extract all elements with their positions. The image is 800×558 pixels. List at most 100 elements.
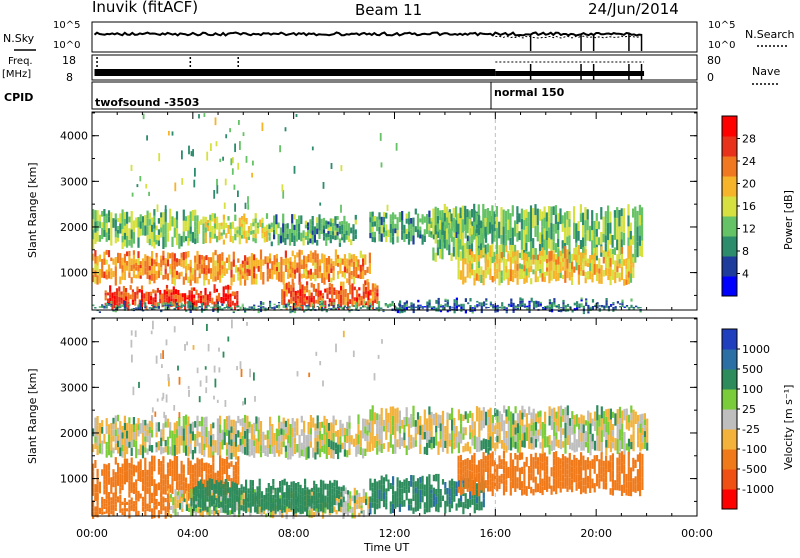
echo-cell [269, 274, 271, 279]
echo-cell [589, 445, 591, 456]
echo-cell [330, 235, 332, 239]
echo-cell [249, 445, 251, 451]
echo-cell [598, 439, 600, 451]
echo-cell [268, 483, 270, 488]
echo-cell [360, 447, 362, 455]
echo-cell [137, 430, 139, 436]
echo-cell [327, 490, 329, 496]
echo-cell [117, 234, 119, 238]
echo-cell [357, 434, 359, 444]
echo-cell [492, 305, 494, 306]
echo-cell [167, 259, 169, 266]
echo-cell [345, 301, 347, 305]
echo-cell [544, 277, 546, 282]
echo-cell [124, 233, 126, 240]
echo-cell [549, 307, 551, 310]
echo-cell [489, 211, 491, 222]
echo-cell [334, 226, 336, 231]
cpid-segment-1: twofsound -3503 [95, 96, 199, 109]
echo-cell [544, 436, 546, 448]
echo-cell [528, 222, 530, 232]
echo-cell [126, 446, 128, 454]
echo-cell [507, 269, 509, 277]
echo-cell [332, 219, 334, 223]
echo-cell [321, 229, 323, 234]
echo-cell [302, 497, 304, 506]
echo-cell [97, 477, 99, 485]
echo-cell [499, 433, 501, 444]
echo-cell [397, 310, 399, 313]
echo-cell [277, 500, 279, 506]
echo-cell [115, 219, 117, 225]
echo-cell [303, 230, 305, 238]
echo-cell [464, 258, 466, 264]
echo-cell [310, 269, 312, 275]
echo-cell [140, 275, 142, 279]
echo-cell [324, 301, 326, 305]
echo-cell [549, 435, 551, 445]
echo-cell [630, 420, 632, 427]
echo-cell [634, 249, 636, 263]
echo-cell [280, 265, 282, 274]
echo-cell [385, 236, 387, 242]
echo-cell [512, 257, 514, 263]
echo-cell [606, 305, 608, 308]
echo-cell [440, 415, 442, 423]
echo-cell [147, 256, 149, 264]
echo-cell [246, 237, 248, 243]
echo-cell [348, 448, 350, 455]
echo-cell [248, 237, 250, 241]
echo-cell [178, 474, 180, 481]
echo-cell [358, 294, 360, 297]
echo-cell [305, 275, 307, 279]
power-ylabel: Slant Range [km] [26, 162, 39, 258]
echo-scatter [216, 185, 218, 194]
echo-cell [183, 277, 185, 285]
echo-cell [241, 216, 243, 220]
echo-cell [177, 496, 179, 500]
echo-cell [364, 419, 366, 426]
echo-cell [310, 251, 312, 257]
echo-cell [158, 422, 160, 431]
echo-cell [205, 437, 207, 447]
echo-cell [260, 250, 262, 260]
echo-cell [367, 307, 369, 308]
echo-cell [101, 222, 103, 228]
echo-cell [372, 232, 374, 237]
echo-cell [212, 470, 214, 477]
echo-cell [284, 224, 286, 231]
echo-cell [167, 437, 169, 446]
echo-cell [334, 480, 336, 486]
echo-cell [150, 298, 152, 300]
echo-cell [176, 465, 178, 474]
echo-cell [144, 471, 146, 485]
echo-cell [251, 264, 253, 275]
echo-cell [336, 480, 338, 489]
echo-cell [346, 422, 348, 429]
echo-cell [351, 259, 353, 263]
echo-cell [330, 263, 332, 268]
echo-cell [240, 419, 242, 426]
echo-cell [269, 303, 271, 305]
echo-cell [369, 263, 371, 274]
echo-cell [209, 484, 211, 490]
echo-cell [446, 412, 448, 419]
echo-cell [539, 232, 541, 244]
echo-cell [174, 269, 176, 277]
echo-cell [323, 218, 325, 222]
echo-cell [528, 301, 530, 303]
echo-cell [174, 218, 176, 228]
echo-cell [160, 256, 162, 260]
echo-cell [512, 425, 514, 436]
echo-cell [272, 479, 274, 484]
echo-cell [343, 234, 345, 243]
echo-cell [324, 502, 326, 508]
echo-cell [406, 229, 408, 234]
echo-cell [465, 443, 467, 451]
echo-cell [526, 427, 528, 441]
echo-cell [460, 229, 462, 240]
echo-cell [101, 427, 103, 434]
echo-cell [497, 306, 499, 307]
echo-cell [514, 265, 516, 269]
echo-cell [573, 248, 575, 254]
